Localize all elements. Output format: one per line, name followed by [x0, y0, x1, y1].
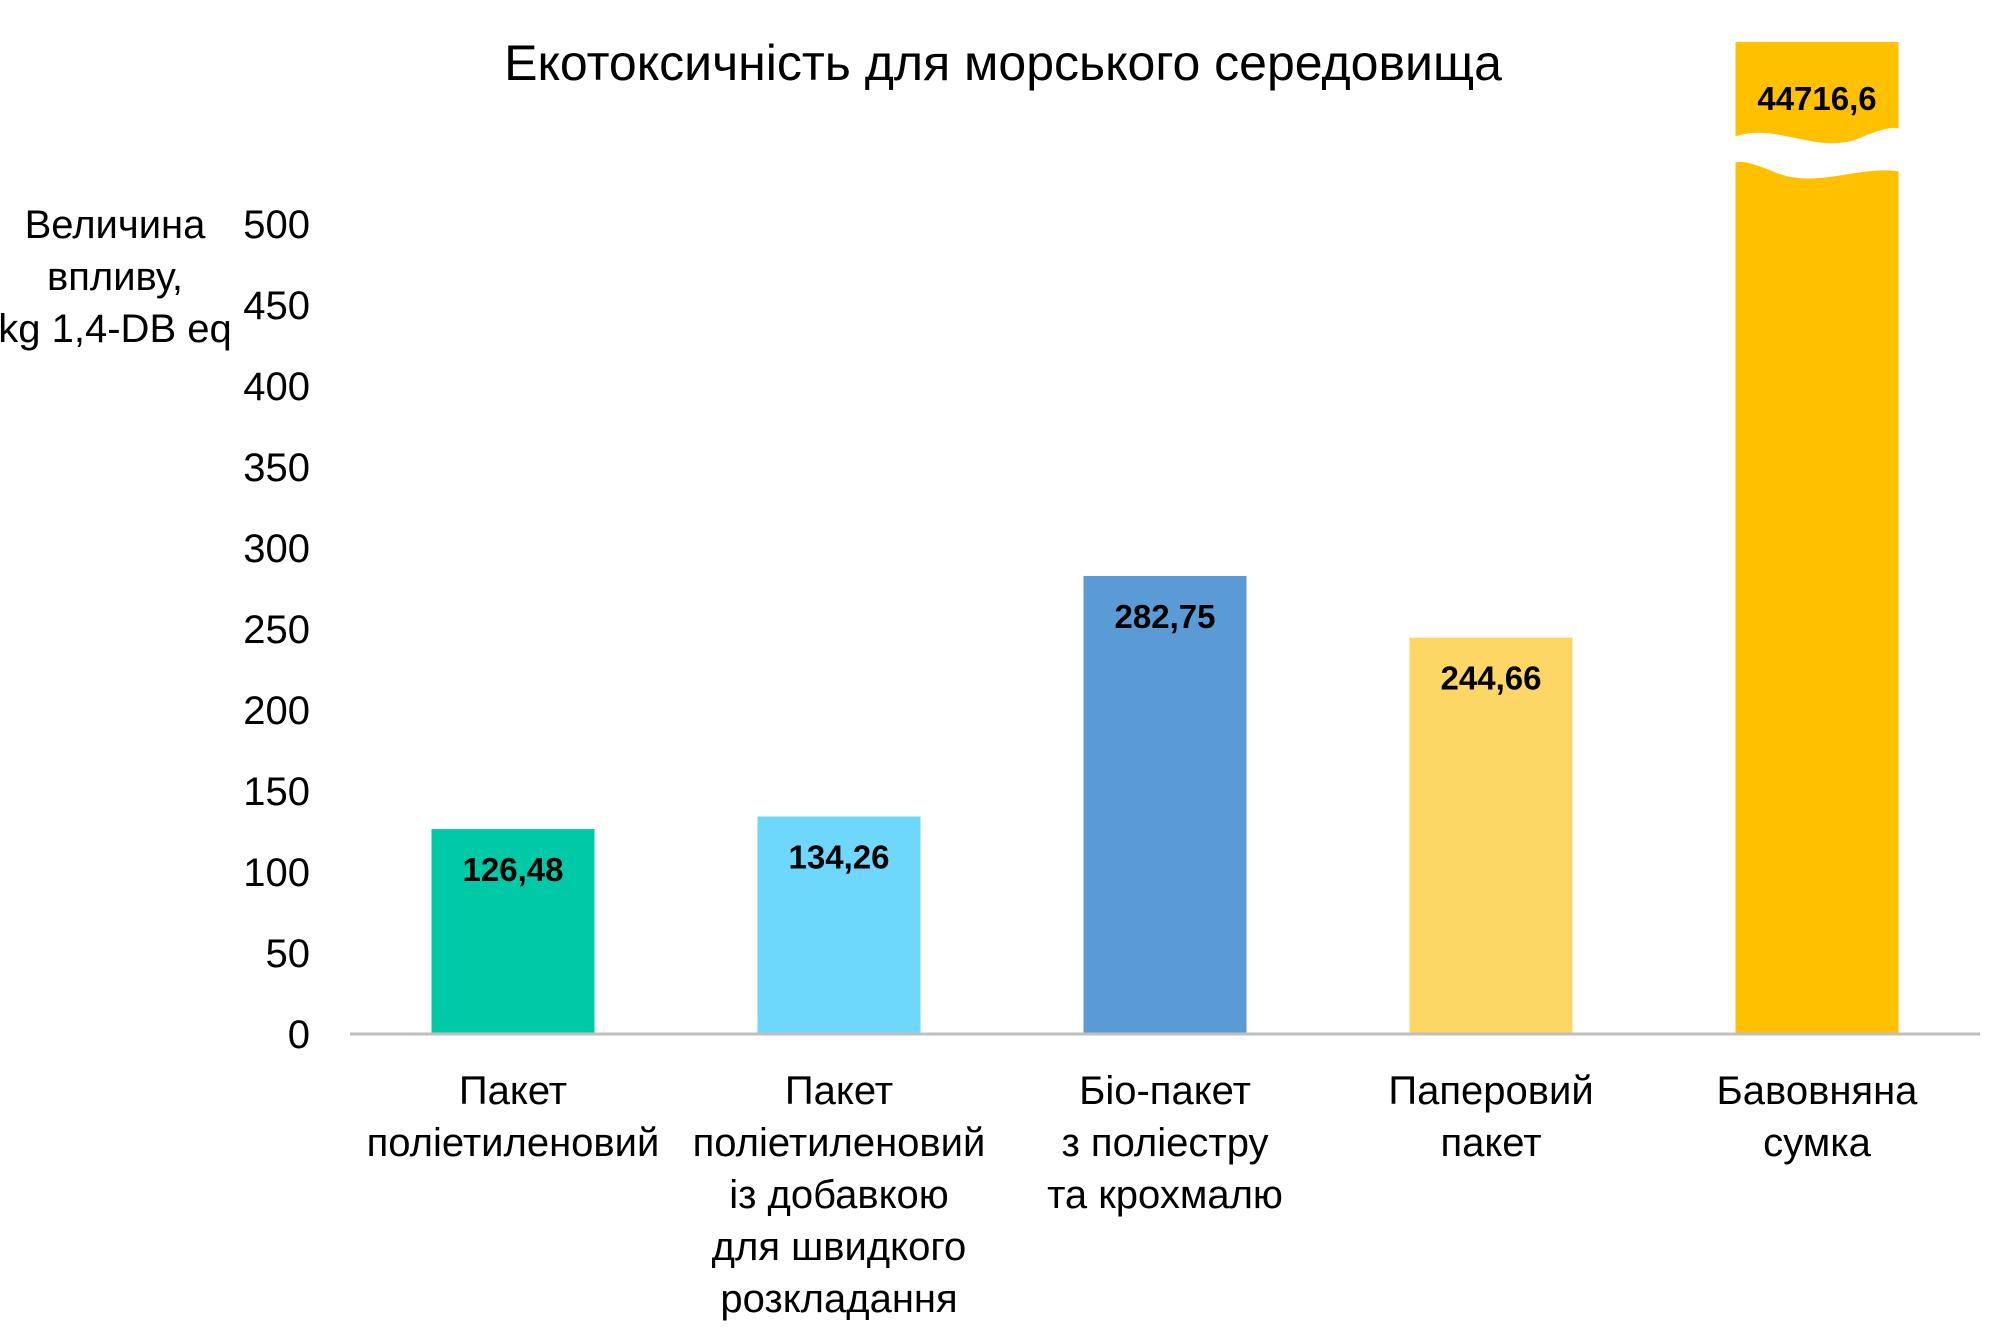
category-label: Пакет поліетиленовий із добавкою для швидко…	[693, 1069, 986, 1321]
category-label: Пакет поліетиленовий	[367, 1069, 660, 1165]
category-labels: Пакет поліетиленовий Пакет поліетиленовий із…	[367, 1069, 1919, 1321]
y-axis-label: Величина впливу, kg 1,4-DB eq	[0, 203, 232, 351]
bar	[757, 816, 921, 1034]
category-label-line: Бавовняна	[1717, 1069, 1919, 1113]
y-axis-label-line: kg 1,4-DB eq	[0, 307, 232, 351]
data-label: 44716,6	[1757, 80, 1876, 117]
category-label-line: пакет	[1440, 1121, 1541, 1165]
y-tick-label: 400	[243, 365, 310, 409]
y-axis-label-line: впливу,	[47, 255, 183, 299]
chart-title: Екотоксичність для морського середовища	[504, 35, 1502, 91]
y-tick-label: 250	[243, 608, 310, 652]
y-tick-label: 300	[243, 527, 310, 571]
category-label-line: та крохмалю	[1047, 1173, 1283, 1217]
y-tick-label: 500	[243, 203, 310, 247]
category-label: Біо-пакет з поліестру та крохмалю	[1047, 1069, 1283, 1217]
category-label-line: Біо-пакет	[1079, 1069, 1251, 1113]
category-label-line: із добавкою	[729, 1173, 949, 1217]
data-label: 244,66	[1441, 660, 1542, 697]
category-label: Бавовняна сумка	[1717, 1069, 1919, 1165]
y-axis-label-line: Величина	[25, 203, 207, 247]
category-label: Паперовий пакет	[1388, 1069, 1593, 1165]
y-tick-label: 350	[243, 446, 310, 490]
bar	[1409, 637, 1573, 1034]
category-label-line: Пакет	[785, 1069, 893, 1113]
category-label-line: розкладання	[720, 1277, 957, 1321]
bar	[1735, 42, 1899, 1034]
category-label-line: Паперовий	[1388, 1069, 1593, 1113]
category-label-line: поліетиленовий	[367, 1121, 660, 1165]
category-label-line: з поліестру	[1061, 1121, 1268, 1165]
data-label: 126,48	[463, 851, 564, 888]
y-tick-label: 150	[243, 770, 310, 814]
y-tick-label: 200	[243, 689, 310, 733]
category-label-line: поліетиленовий	[693, 1121, 986, 1165]
y-axis-ticks: 0 50 100 150 200 250 300 350 400 450 500	[243, 203, 310, 1057]
bar	[1083, 575, 1247, 1034]
axis-break	[1731, 127, 1903, 179]
data-label: 134,26	[789, 838, 890, 875]
bar	[431, 829, 595, 1034]
y-tick-label: 0	[288, 1013, 310, 1057]
y-tick-label: 100	[243, 851, 310, 895]
category-label-line: Пакет	[459, 1069, 567, 1113]
y-tick-label: 50	[266, 932, 311, 976]
bars	[431, 42, 1903, 1034]
data-labels: 126,48 134,26 282,75 244,66 44716,6	[463, 80, 1877, 888]
y-tick-label: 450	[243, 284, 310, 328]
data-label: 282,75	[1115, 598, 1216, 635]
category-label-line: сумка	[1763, 1121, 1871, 1165]
category-label-line: для швидкого	[712, 1225, 967, 1269]
